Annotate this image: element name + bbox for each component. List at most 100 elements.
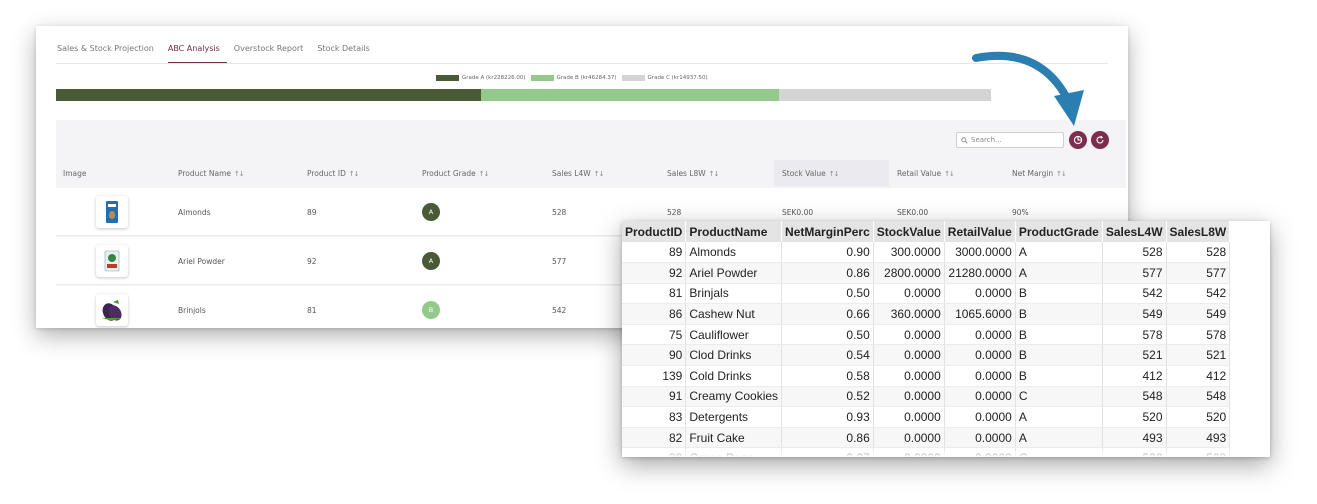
data-table-cell: 0.52 <box>781 386 874 408</box>
legend-swatch-a <box>436 75 459 81</box>
data-table-cell: A <box>1015 262 1103 284</box>
data-table-cell: 0.50 <box>781 283 874 305</box>
data-table-cell: 89 <box>622 242 687 264</box>
data-table-header-cell: SalesL8W <box>1166 221 1231 242</box>
refresh-button[interactable] <box>1091 131 1109 149</box>
data-table-cell: 0.66 <box>781 303 874 325</box>
sales-l4w: 542 <box>552 305 567 315</box>
data-table-cell: 549 <box>1166 303 1231 325</box>
data-table-cell: 0.0000 <box>944 427 1016 449</box>
data-table-cell: Creamy Cookies <box>685 386 783 408</box>
col-header-sales-l4w[interactable]: Sales L4W ↑↓ <box>552 169 605 178</box>
data-table-cell: 91 <box>622 386 687 408</box>
sort-icon[interactable]: ↑↓ <box>478 170 490 178</box>
sort-icon[interactable]: ↑↓ <box>234 170 245 178</box>
chart-view-button[interactable] <box>1069 131 1087 149</box>
data-table-cell: 577 <box>1166 262 1231 284</box>
sort-icon[interactable]: ↑↓ <box>708 170 720 178</box>
data-table-cell: 577 <box>1102 262 1167 284</box>
data-table-cell: B <box>1015 344 1103 367</box>
sort-icon[interactable]: ↑↓ <box>348 170 360 178</box>
product-id: 92 <box>307 256 317 266</box>
col-header-product-id[interactable]: Product ID ↑↓ <box>307 169 360 178</box>
data-table-cell: A <box>1015 406 1103 428</box>
data-table-cell: A <box>1015 427 1103 449</box>
data-table-cell: 528 <box>1166 242 1231 264</box>
tab-sales-stock-projection[interactable]: Sales & Stock Projection <box>57 44 154 53</box>
data-table-cell: Cashew Nut <box>685 303 783 325</box>
data-table-row: 139 Cold Drinks 0.58 0.0000 0.0000 B 412 412 <box>622 365 1231 387</box>
product-name: Ariel Powder <box>178 256 225 266</box>
tab-stock-details[interactable]: Stock Details <box>317 44 370 53</box>
product-image <box>96 196 128 228</box>
sort-icon[interactable]: ↑↓ <box>944 170 955 178</box>
data-table-header-cell: ProductGrade <box>1015 221 1103 242</box>
data-table-cell: 520 <box>1166 406 1231 428</box>
data-table-cell: B <box>1015 324 1103 346</box>
product-image <box>96 294 128 326</box>
retail-value: SEK0.00 <box>897 207 929 217</box>
col-header-label: Product Name <box>178 169 231 178</box>
legend-swatch-c <box>621 75 645 81</box>
legend-grade-b: Grade B (kr46284.37) <box>530 75 617 81</box>
grade-stacked-bar <box>56 89 991 101</box>
search-input[interactable]: Search... <box>956 132 1064 148</box>
data-table-cell: 0.0000 <box>873 365 945 387</box>
data-table-cell: 2800.0000 <box>873 262 945 284</box>
bar-segment-grade-b <box>481 89 780 101</box>
data-table-cell: 0.0000 <box>873 344 945 367</box>
detergent-box-icon <box>104 250 120 272</box>
data-table-cell: 528 <box>1102 242 1167 264</box>
net-margin: 90% <box>1012 207 1029 217</box>
col-header-stock-value[interactable]: Stock Value ↑↓ <box>782 169 840 178</box>
grade-badge: A <box>422 252 440 270</box>
search-placeholder: Search... <box>971 136 1002 144</box>
refresh-icon <box>1096 135 1104 144</box>
stock-value-header-bg <box>774 160 889 186</box>
sort-icon[interactable]: ↑↓ <box>1056 170 1067 178</box>
col-header-label: Net Margin <box>1012 169 1054 178</box>
legend-label-c: Grade C (kr14937.50) <box>647 75 708 81</box>
data-table-cell: 83 <box>622 406 687 428</box>
data-table-cell: 0.0000 <box>944 283 1016 305</box>
product-name: Almonds <box>178 207 211 217</box>
data-table-cell: Ariel Powder <box>685 262 783 284</box>
data-table-cell: 3000.0000 <box>944 242 1016 264</box>
data-table-cell: C <box>1015 386 1103 408</box>
col-header-label: Sales L8W <box>667 169 706 178</box>
data-table-row: 89 Almonds 0.90 300.0000 3000.0000 A 528 528 <box>622 242 1231 264</box>
data-table-cell: 0.90 <box>781 242 874 264</box>
legend-grade-c: Grade C (kr14937.50) <box>621 75 708 81</box>
data-table-row: 90 Clod Drinks 0.54 0.0000 0.0000 B 521 521 <box>622 344 1231 367</box>
product-id: 89 <box>307 207 317 217</box>
tab-abc-analysis[interactable]: ABC Analysis <box>167 37 227 63</box>
data-table-panel: ProductID ProductName NetMarginPerc StockVa… <box>622 221 1270 457</box>
sort-icon[interactable]: ↑↓ <box>593 170 605 178</box>
col-header-image: Image <box>63 169 87 178</box>
data-table-cell: Cold Drinks <box>685 365 783 387</box>
data-table-cell: Almonds <box>685 242 783 264</box>
col-header-product-grade[interactable]: Product Grade ↑↓ <box>422 169 490 178</box>
data-table-cell: 0.0000 <box>873 406 945 428</box>
data-table-cell: 86 <box>622 303 687 325</box>
col-header-retail-value[interactable]: Retail Value ↑↓ <box>897 169 955 178</box>
data-table-cell: B <box>1015 283 1103 305</box>
tab-overstock-report[interactable]: Overstock Report <box>233 44 304 53</box>
col-header-net-margin[interactable]: Net Margin ↑↓ <box>1012 169 1067 178</box>
col-header-product-name[interactable]: Product Name ↑↓ <box>178 169 245 178</box>
data-table-row: 83 Detergents 0.93 0.0000 0.0000 A 520 520 <box>622 406 1231 428</box>
data-table-cell: 542 <box>1166 283 1231 305</box>
sort-icon[interactable]: ↑↓ <box>828 170 840 178</box>
col-header-label: Sales L4W <box>552 169 591 178</box>
data-table-row: 91 Creamy Cookies 0.52 0.0000 0.0000 C 548 548 <box>622 386 1231 408</box>
data-table-cell: 82 <box>622 427 687 449</box>
data-table-header-cell: SalesL4W <box>1102 221 1167 242</box>
data-table-row: 81 Brinjals 0.50 0.0000 0.0000 B 542 542 <box>622 283 1231 305</box>
data-table-cell: 578 <box>1102 324 1167 346</box>
sales-l8w: 528 <box>667 207 682 217</box>
col-header-sales-l8w[interactable]: Sales L8W ↑↓ <box>667 169 720 178</box>
data-table-cell: 0.0000 <box>944 386 1016 408</box>
data-table-cell: 92 <box>622 262 687 284</box>
grade-legend: Grade A (kr228226.00) Grade B (kr46284.3… <box>436 75 713 81</box>
data-table-cell: 493 <box>1102 427 1167 449</box>
